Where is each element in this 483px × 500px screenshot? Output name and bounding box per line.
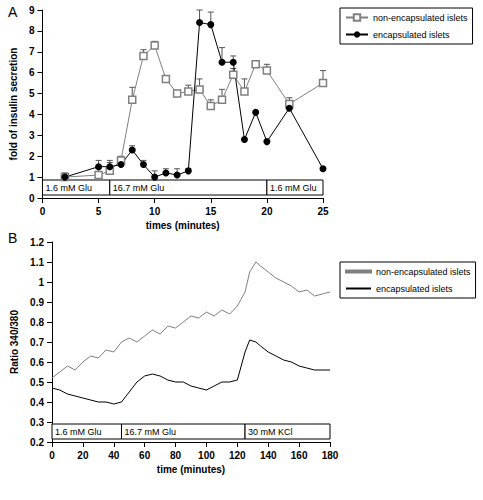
svg-text:0: 0 <box>29 193 35 204</box>
svg-text:40: 40 <box>108 450 120 461</box>
svg-text:fold of insulin secretion: fold of insulin secretion <box>8 48 19 161</box>
svg-text:1: 1 <box>38 277 44 288</box>
svg-text:0.6: 0.6 <box>30 357 44 368</box>
svg-text:5: 5 <box>29 88 35 99</box>
svg-text:5: 5 <box>96 206 102 217</box>
svg-text:encapsulated islets: encapsulated islets <box>373 30 450 40</box>
svg-text:100: 100 <box>198 450 215 461</box>
svg-text:80: 80 <box>170 450 182 461</box>
svg-text:160: 160 <box>291 450 308 461</box>
svg-text:encapsulated islets: encapsulated islets <box>376 284 453 294</box>
svg-text:time (minutes): time (minutes) <box>157 464 225 475</box>
svg-text:9: 9 <box>29 5 35 16</box>
svg-text:15: 15 <box>205 206 217 217</box>
svg-text:7: 7 <box>29 46 35 57</box>
svg-text:times (minutes): times (minutes) <box>146 220 220 231</box>
svg-text:B: B <box>8 230 17 246</box>
svg-text:8: 8 <box>29 25 35 36</box>
svg-text:1.6 mM Glu: 1.6 mM Glu <box>55 427 102 437</box>
svg-text:0.2: 0.2 <box>30 437 44 448</box>
svg-text:60: 60 <box>139 450 151 461</box>
svg-text:10: 10 <box>149 206 161 217</box>
svg-text:25: 25 <box>317 206 329 217</box>
svg-text:16.7 mM Glu: 16.7 mM Glu <box>113 183 165 193</box>
svg-text:1.1: 1.1 <box>30 257 44 268</box>
svg-text:3: 3 <box>29 130 35 141</box>
svg-text:2: 2 <box>29 151 35 162</box>
svg-text:120: 120 <box>229 450 246 461</box>
svg-text:1: 1 <box>29 172 35 183</box>
svg-text:16.7 mM Glu: 16.7 mM Glu <box>125 427 177 437</box>
svg-text:0.7: 0.7 <box>30 337 44 348</box>
svg-text:30 mM KCl: 30 mM KCl <box>248 427 293 437</box>
svg-text:Ratio 340/380: Ratio 340/380 <box>9 310 20 374</box>
svg-text:non-encapsulated islets: non-encapsulated islets <box>373 13 468 23</box>
svg-text:20: 20 <box>77 450 89 461</box>
svg-text:non-encapsulated islets: non-encapsulated islets <box>376 267 471 277</box>
svg-text:A: A <box>8 4 18 20</box>
svg-text:0: 0 <box>40 206 46 217</box>
svg-text:0.4: 0.4 <box>30 397 44 408</box>
svg-text:0.8: 0.8 <box>30 317 44 328</box>
svg-text:0.5: 0.5 <box>30 377 44 388</box>
svg-text:0: 0 <box>49 450 55 461</box>
svg-text:1.6 mM Glu: 1.6 mM Glu <box>270 183 317 193</box>
svg-text:4: 4 <box>29 109 35 120</box>
svg-text:6: 6 <box>29 67 35 78</box>
svg-text:0.3: 0.3 <box>30 417 44 428</box>
svg-text:20: 20 <box>261 206 273 217</box>
svg-text:140: 140 <box>260 450 277 461</box>
svg-text:1.2: 1.2 <box>30 237 44 248</box>
svg-text:180: 180 <box>322 450 339 461</box>
svg-text:1.6 mM Glu: 1.6 mM Glu <box>45 183 92 193</box>
svg-text:0.9: 0.9 <box>30 297 44 308</box>
